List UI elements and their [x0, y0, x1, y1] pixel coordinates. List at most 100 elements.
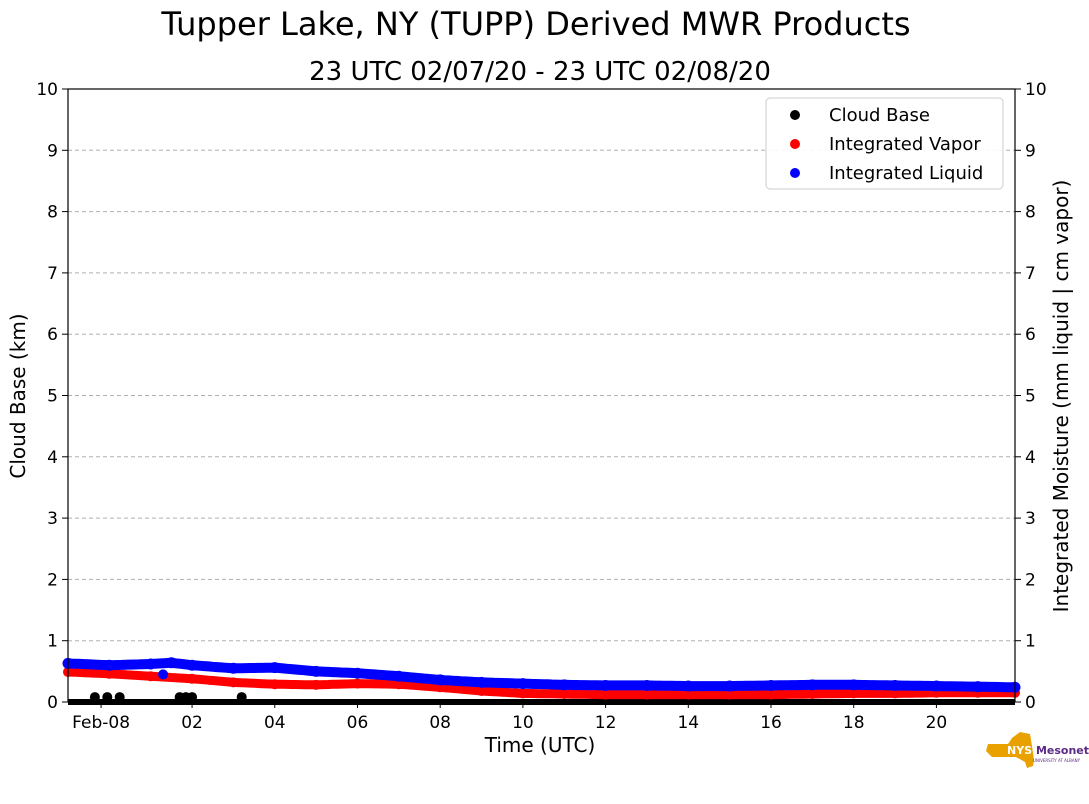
integrated-vapor-point-8 [393, 679, 404, 690]
y-left-tick-label-2: 2 [47, 570, 58, 590]
x-tick-label-12: 12 [595, 713, 617, 733]
y-axis-right-label: Integrated Moisture (mm liquid | cm vapo… [1049, 180, 1073, 613]
x-tick-label-08: 08 [429, 713, 451, 733]
y-left-tick-label-3: 3 [47, 509, 58, 529]
integrated-liquid-point-9 [393, 670, 405, 682]
cloud-base-point-2 [114, 692, 125, 703]
y-right-tick-label-2: 2 [1025, 570, 1036, 590]
y-left-tick-label-8: 8 [47, 203, 58, 223]
x-tick-label-20: 20 [926, 713, 948, 733]
integrated-vapor-point-19 [848, 688, 859, 699]
ny-state-shape-icon [986, 732, 1034, 768]
y-left-tick-label-6: 6 [47, 325, 58, 345]
integrated-liquid-point-20 [848, 679, 860, 691]
x-tick-label-04: 04 [264, 713, 286, 733]
x-tick-label-02: 02 [181, 713, 203, 733]
integrated-liquid-point-16 [682, 680, 694, 692]
legend-marker-integrated-liquid [790, 168, 800, 178]
integrated-vapor-point-16 [724, 689, 735, 700]
integrated-liquid-point-1 [103, 659, 115, 671]
integrated-liquid-point-15 [641, 679, 653, 691]
series-integrated-liquid [62, 657, 1021, 693]
grid-lines [68, 149, 1015, 642]
x-tick-label-Feb-08: Feb-08 [72, 713, 130, 733]
y-right-tick-label-6: 6 [1025, 325, 1036, 345]
integrated-liquid-point-8 [351, 667, 363, 679]
integrated-vapor-point-17 [766, 689, 777, 700]
legend-label-integrated-liquid: Integrated Liquid [829, 163, 983, 184]
integrated-vapor-point-10 [476, 685, 487, 696]
integrated-vapor-point-15 [683, 689, 694, 700]
integrated-vapor-point-6 [311, 679, 322, 690]
y-right-tick-label-9: 9 [1025, 141, 1036, 161]
legend-marker-integrated-vapor [790, 139, 800, 149]
cloud-base-point-5 [187, 692, 198, 703]
legend-box [765, 97, 1004, 190]
y-right-tick-label-4: 4 [1025, 448, 1036, 468]
integrated-liquid-point-12 [517, 678, 529, 690]
integrated-vapor-point-7 [352, 678, 363, 689]
logo-text: NYS Mesonet [1007, 744, 1089, 757]
legend-marker-cloud-base [790, 110, 800, 120]
integrated-vapor-point-5 [269, 679, 280, 690]
integrated-liquid-point-21 [889, 679, 901, 691]
integrated-vapor-point-3 [187, 673, 198, 684]
legend-label-integrated-vapor: Integrated Vapor [829, 134, 981, 155]
legend: Cloud Base Integrated Vapor Integrated L… [765, 97, 1004, 190]
chart-subtitle: 23 UTC 02/07/20 - 23 UTC 02/08/20 [309, 57, 771, 87]
cloud-base-point-0 [89, 692, 100, 703]
y-left-tick-label-9: 9 [47, 141, 58, 161]
y-left-tick-label-0: 0 [47, 693, 58, 713]
integrated-liquid-point-13 [558, 679, 570, 691]
y-left-tick-label-4: 4 [47, 448, 58, 468]
y-left-tick-label-1: 1 [47, 632, 58, 652]
y-left-tick-label-10: 10 [36, 80, 58, 100]
integrated-liquid-point-11 [476, 676, 488, 688]
integrated-liquid-point-4 [186, 659, 198, 671]
nys-mesonet-logo: NYS Mesonet UNIVERSITY AT ALBANY [986, 732, 1089, 768]
y-right-tick-label-5: 5 [1025, 387, 1036, 407]
y-left-tick-label-7: 7 [47, 264, 58, 284]
integrated-liquid-point-17 [724, 680, 736, 692]
integrated-liquid-point-7 [310, 665, 322, 677]
integrated-liquid-point-5 [227, 662, 239, 674]
integrated-vapor-point-12 [559, 689, 570, 700]
y-right-tick-label-10: 10 [1025, 80, 1047, 100]
y-right-tick-label-1: 1 [1025, 632, 1036, 652]
integrated-liquid-point-18 [765, 679, 777, 691]
series-layer [62, 657, 1021, 705]
integrated-vapor-point-2 [145, 671, 156, 682]
integrated-liquid-point-14 [600, 679, 612, 691]
series-integrated-vapor [63, 666, 1020, 700]
integrated-liquid-outlier-0 [158, 669, 169, 680]
integrated-vapor-point-11 [517, 688, 528, 699]
integrated-vapor-point-4 [228, 677, 239, 688]
integrated-liquid-point-19 [806, 679, 818, 691]
integrated-vapor-point-13 [600, 689, 611, 700]
x-tick-label-18: 18 [843, 713, 865, 733]
x-tick-label-16: 16 [760, 713, 782, 733]
x-axis-label: Time (UTC) [484, 733, 596, 757]
x-tick-label-14: 14 [677, 713, 699, 733]
chart-title: Tupper Lake, NY (TUPP) Derived MWR Produ… [160, 5, 910, 43]
y-right-tick-label-7: 7 [1025, 264, 1036, 284]
y-left-tick-label-5: 5 [47, 387, 58, 407]
integrated-liquid-point-3 [165, 657, 177, 669]
integrated-vapor-point-20 [890, 688, 901, 699]
x-tick-label-06: 06 [347, 713, 369, 733]
legend-label-cloud-base: Cloud Base [829, 105, 930, 126]
logo-subtext: UNIVERSITY AT ALBANY [1033, 758, 1081, 763]
integrated-liquid-point-2 [145, 658, 157, 670]
integrated-liquid-point-10 [434, 674, 446, 686]
integrated-vapor-point-1 [104, 668, 115, 679]
integrated-liquid-point-6 [269, 662, 281, 674]
x-tick-label-10: 10 [512, 713, 534, 733]
integrated-liquid-point-23 [972, 681, 984, 693]
y-right-tick-label-8: 8 [1025, 203, 1036, 223]
cloud-base-point-6 [236, 692, 247, 703]
cloud-base-point-1 [102, 692, 113, 703]
integrated-liquid-point-22 [930, 680, 942, 692]
y-right-tick-label-0: 0 [1025, 693, 1036, 713]
